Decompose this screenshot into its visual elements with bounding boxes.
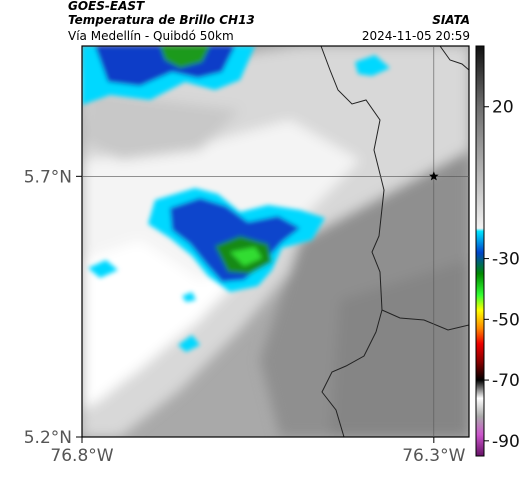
colorbar-tick-label: -70 [492,371,520,391]
source-title: GOES-EAST [68,0,145,13]
star-icon [429,171,439,181]
y-tick-label: 5.7°N [24,167,72,187]
colorbar-tick-label: -90 [492,432,520,452]
crosshair [82,46,469,437]
x-tick-label: 76.8°W [50,446,113,466]
region-label: Vía Medellín - Quibdó 50km [68,29,234,43]
y-tick-label: 5.2°N [24,428,72,448]
map-frame [81,45,470,438]
colorbar-tick-label: -50 [492,310,520,330]
organization-label: SIATA [432,13,470,27]
map-axes: 76.8°W 76.3°W 5.7°N 5.2°N [24,167,466,466]
colorbar-tick-label: -30 [492,250,520,270]
colorbar-gradient [475,45,485,457]
brightness-temperature-image [82,46,469,437]
product-title: Temperatura de Brillo CH13 [68,13,255,27]
colorbar: 20 -30 -50 -70 -90 [475,45,520,457]
timestamp-label: 2024-11-05 20:59 [361,29,470,43]
colorbar-tick-label: 20 [492,98,514,118]
x-tick-label: 76.3°W [402,446,465,466]
